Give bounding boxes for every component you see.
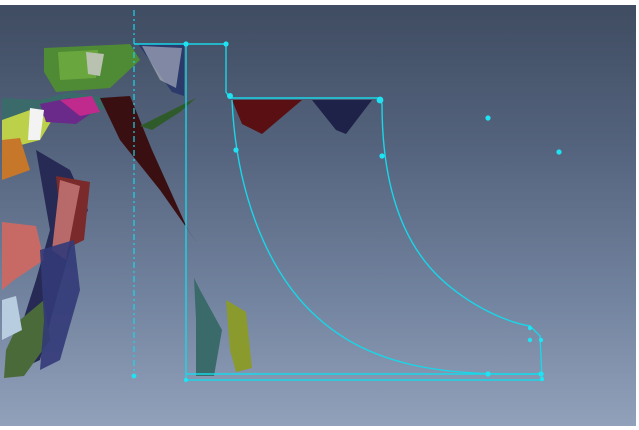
- mesh-fragment-navy: [312, 100, 372, 134]
- frame-edge-top: [0, 0, 639, 5]
- mesh-fragment-dark-red: [232, 100, 302, 134]
- mesh-patch-orange: [2, 138, 30, 180]
- sketch-point[interactable]: [183, 377, 189, 383]
- mesh-patch-indigo: [40, 240, 80, 370]
- frame-edge-bottom: [0, 426, 639, 430]
- sketch-point[interactable]: [223, 41, 229, 47]
- sketch-profile[interactable]: [134, 43, 544, 381]
- scan-mesh-fragments[interactable]: [194, 100, 372, 376]
- sketch-point[interactable]: [233, 147, 239, 153]
- mesh-patch-olive-base: [4, 300, 50, 378]
- sketch-point[interactable]: [527, 325, 533, 331]
- scan-mesh-left[interactable]: [2, 44, 198, 378]
- sketch-point[interactable]: [485, 371, 491, 377]
- sketch-point[interactable]: [485, 115, 491, 121]
- sketch-arc-shroud[interactable]: [381, 103, 543, 379]
- sketch-arc-hub[interactable]: [231, 99, 541, 375]
- mesh-patch-salmon: [2, 222, 44, 290]
- frame-edge-right: [636, 0, 639, 430]
- sketch-point[interactable]: [556, 149, 562, 155]
- sketch-points[interactable]: [131, 41, 562, 383]
- mesh-patch-pale: [142, 46, 182, 88]
- sketch-point[interactable]: [227, 93, 233, 99]
- sketch-point[interactable]: [183, 41, 189, 47]
- mesh-strip-dark-red: [100, 96, 198, 244]
- mesh-patch-grey: [86, 52, 104, 76]
- sketch-point[interactable]: [527, 337, 533, 343]
- sketch-point[interactable]: [538, 337, 544, 343]
- sketch-point[interactable]: [538, 371, 544, 377]
- mesh-fragment-olive: [226, 300, 252, 372]
- mesh-fragment-teal: [194, 278, 222, 376]
- sketch-point[interactable]: [379, 153, 385, 159]
- mesh-patch-magenta: [60, 96, 100, 116]
- mesh-patch-rose: [52, 180, 80, 260]
- sketch-point[interactable]: [376, 96, 384, 104]
- mesh-patch-blue-white: [2, 296, 22, 340]
- sketch-point[interactable]: [539, 376, 545, 382]
- mesh-patch-white: [28, 108, 44, 140]
- sketch-point[interactable]: [131, 373, 137, 379]
- mesh-strip-green: [140, 98, 196, 130]
